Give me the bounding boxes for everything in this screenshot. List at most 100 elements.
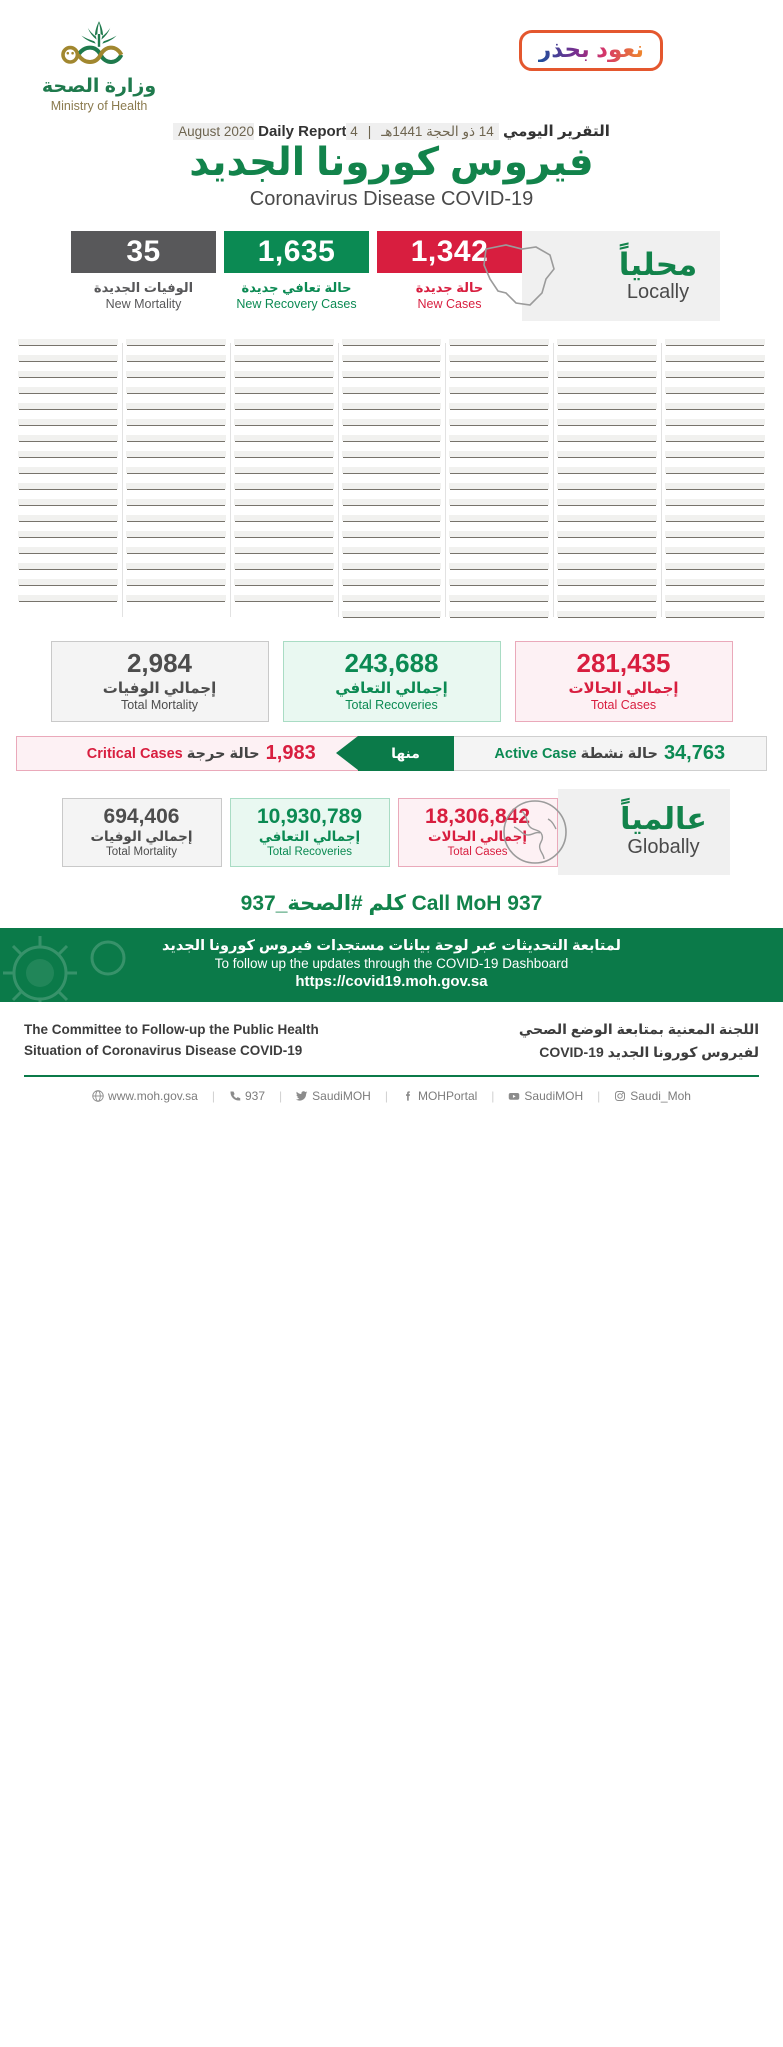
city-cell: [665, 354, 765, 370]
dashboard-text-en: To follow up the updates through the COV…: [214, 956, 569, 972]
instagram-icon: [614, 1090, 626, 1102]
globe-icon: [502, 800, 567, 865]
city-names: [233, 546, 334, 553]
social-link[interactable]: www.moh.gov.sa: [92, 1089, 198, 1103]
city-names: [17, 418, 118, 425]
city-case-count: [666, 520, 764, 530]
global-total-cases-label-ar: إجمالي الحالات: [427, 828, 528, 844]
page-title-ar: فيروس كورونا الجديد: [189, 141, 594, 184]
city-cell: [341, 578, 442, 594]
city-case-count: [558, 616, 657, 626]
ministry-name-en: Ministry of Health: [50, 99, 148, 113]
city-case-count: [342, 424, 441, 434]
city-case-count: [666, 568, 764, 578]
city-case-count: [666, 408, 764, 418]
locally-label-en: Locally: [626, 280, 690, 303]
city-case-count: [234, 456, 333, 466]
city-names: [341, 370, 442, 377]
city-cell: [233, 354, 334, 370]
city-case-count: [450, 376, 549, 386]
city-names: [341, 594, 442, 601]
city-case-count: [342, 392, 441, 402]
city-names: [557, 386, 658, 393]
city-case-count: [342, 344, 441, 354]
city-cell: [665, 546, 765, 562]
city-case-count: [558, 376, 657, 386]
city-names: [341, 546, 442, 553]
city-names: [449, 418, 550, 425]
city-names: [449, 386, 550, 393]
city-case-count: [558, 424, 657, 434]
ministry-of-health-logo: وزارة الصحة Ministry of Health: [24, 18, 174, 113]
date-separator: |: [362, 123, 377, 140]
city-cell: [233, 466, 334, 482]
global-total-mortality-label-ar: إجمالي الوفيات: [90, 828, 193, 844]
social-link-label: SaudiMOH: [524, 1089, 584, 1104]
social-link[interactable]: SaudiMOH: [296, 1089, 371, 1103]
social-link[interactable]: MOHPortal: [402, 1089, 477, 1103]
city-names: [557, 562, 658, 569]
active-critical-bar: 34,763 حالة نشطة Active Case منها 1,983 …: [16, 736, 767, 772]
city-column: [14, 338, 122, 627]
global-total-cases-box: 18,306,842 إجمالي الحالات Total Cases: [397, 797, 558, 867]
committee-ar: اللجنة المعنية بمتابعة الوضع الصحي لفيرو…: [519, 1018, 759, 1063]
city-names: [557, 434, 658, 441]
city-case-count: [234, 360, 333, 370]
global-total-mortality-value: 694,406: [103, 804, 180, 828]
city-cases-grid: [14, 338, 769, 627]
new-mortality-stat: 35 الوفيات الجديدة New Mortality: [71, 230, 216, 311]
city-names: [341, 530, 442, 537]
city-cell: [125, 578, 226, 594]
city-cell: [125, 386, 226, 402]
city-case-count: [342, 568, 441, 578]
social-separator: |: [491, 1089, 495, 1104]
active-cases-value: 34,763: [663, 742, 726, 765]
city-names: [665, 546, 765, 553]
city-case-count: [342, 520, 441, 530]
social-link[interactable]: SaudiMOH: [508, 1089, 583, 1103]
dashboard-url[interactable]: https://covid19.moh.gov.sa: [295, 973, 488, 991]
city-case-count: [450, 568, 549, 578]
social-link-label: Saudi_Moh: [630, 1089, 691, 1104]
total-cases-label-ar: إجمالي الحالات: [568, 680, 679, 698]
city-cell: [449, 562, 550, 578]
total-mortality-label-ar: إجمالي الوفيات: [102, 680, 217, 698]
city-case-count: [342, 584, 441, 594]
header: وزارة الصحة Ministry of Health نعود بحذر: [0, 0, 783, 118]
city-names: [125, 530, 226, 537]
city-names: [17, 498, 118, 505]
moh-emblem-icon: [61, 21, 124, 64]
city-case-count: [18, 504, 117, 514]
city-names: [665, 578, 765, 585]
city-cell: [557, 498, 658, 514]
city-names: [665, 530, 765, 537]
city-cell: [557, 434, 658, 450]
city-cell: [125, 434, 226, 450]
city-case-count: [126, 520, 225, 530]
city-cell: [233, 562, 334, 578]
city-cell: [665, 578, 765, 594]
city-cell: [233, 578, 334, 594]
dashboard-strip[interactable]: لمتابعة التحديثات عبر لوحة بيانات مستجدا…: [0, 928, 783, 1003]
city-case-count: [234, 600, 333, 610]
total-recoveries-label-ar: إجمالي التعافي: [335, 680, 448, 698]
city-names: [557, 482, 658, 489]
city-names: [449, 594, 550, 601]
city-names: [449, 370, 550, 377]
city-cell: [449, 482, 550, 498]
city-case-count: [18, 536, 117, 546]
city-case-count: [666, 584, 764, 594]
global-total-mortality-box: 694,406 إجمالي الوفيات Total Mortality: [61, 797, 222, 867]
critical-cases-value: 1,983: [265, 742, 316, 765]
city-names: [17, 530, 118, 537]
city-cell: [449, 466, 550, 482]
social-link[interactable]: Saudi_Moh: [614, 1089, 691, 1103]
city-names: [341, 482, 442, 489]
city-column: [661, 338, 769, 627]
social-link[interactable]: 937: [229, 1089, 265, 1103]
critical-cases-label-ar: حالة حرجة: [186, 745, 260, 762]
city-names: [449, 434, 550, 441]
city-case-count: [18, 424, 117, 434]
youtube-icon: [508, 1090, 520, 1102]
global-total-recoveries-label-en: Total Recoveries: [266, 845, 352, 858]
